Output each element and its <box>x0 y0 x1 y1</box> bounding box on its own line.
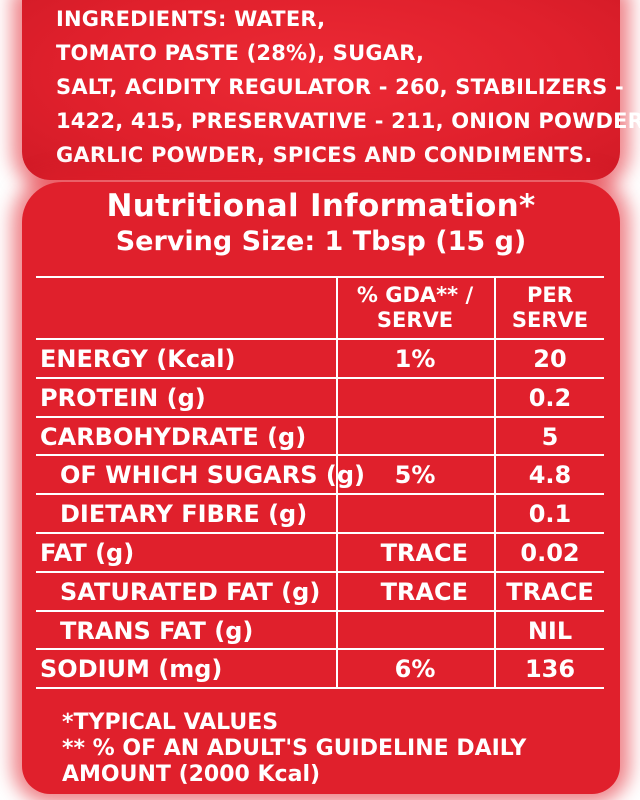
gda-header-line2: SERVE <box>376 308 454 332</box>
per-serve-value: 20 <box>533 345 567 373</box>
per-serve-value: TRACE <box>506 577 594 606</box>
per-serve-value: 136 <box>524 655 576 684</box>
per-serve-value: 4.8 <box>528 461 572 490</box>
nutrient-row-trans-fat: TRANS FAT (g) NIL <box>36 612 604 651</box>
gda-value: TRACE <box>380 538 468 567</box>
nutrient-label: OF WHICH SUGARS (g) <box>60 461 365 490</box>
footnote: ** % OF AN ADULT'S GUIDELINE DAILY <box>62 736 527 761</box>
per-serve-value: 0.02 <box>520 538 580 567</box>
nutrient-row-fat: FAT (g) TRACE 0.02 <box>36 534 604 573</box>
footnotes: *TYPICAL VALUES ** % OF AN ADULT'S GUIDE… <box>62 710 602 788</box>
gda-value: 6% <box>394 655 436 684</box>
per-serve-value: 0.2 <box>528 383 572 412</box>
nutrition-panel: Nutritional Information* Serving Size: 1… <box>22 182 620 794</box>
nutrient-label: CARBOHYDRATE (g) <box>40 422 307 451</box>
per-serve-value: 5 <box>541 422 559 451</box>
nutrient-label: SATURATED FAT (g) <box>60 577 321 606</box>
nutrient-label: ENERGY (Kcal) <box>40 345 236 373</box>
nutrient-row-dietary-fibre: DIETARY FIBRE (g) 0.1 <box>36 495 604 534</box>
per-serve-value: 0.1 <box>528 500 572 529</box>
nutrition-title: Nutritional Information* <box>106 188 536 224</box>
column-divider <box>494 278 496 690</box>
gda-column-header: % GDA** / SERVE <box>336 283 494 333</box>
gda-value: TRACE <box>380 577 468 606</box>
nutrient-row-carbohydrate: CARBOHYDRATE (g) 5 <box>36 418 604 457</box>
ingredients-line: GARLIC POWDER, SPICES AND CONDIMENTS. <box>56 143 593 167</box>
gda-value: 1% <box>394 345 436 373</box>
gda-value: 5% <box>394 461 436 490</box>
footnote: *TYPICAL VALUES <box>62 710 279 735</box>
nutrient-row-energy: ENERGY (Kcal) 1% 20 <box>36 340 604 379</box>
ingredients-line: INGREDIENTS: WATER, <box>56 7 326 31</box>
gda-header-line1: % GDA** / <box>356 283 474 307</box>
footnote: AMOUNT (2000 Kcal) <box>62 762 321 787</box>
nutrient-row-sugars: OF WHICH SUGARS (g) 5% 4.8 <box>36 456 604 496</box>
ingredients-block: INGREDIENTS: WATER, TOMATO PASTE (28%), … <box>22 0 640 180</box>
nutrient-row-sodium: SODIUM (mg) 6% 136 <box>36 650 604 690</box>
nutrient-label: PROTEIN (g) <box>40 383 206 412</box>
per-serve-column-header: PER SERVE <box>496 283 604 333</box>
nutrient-label: FAT (g) <box>40 538 135 567</box>
nutrient-row-saturated-fat: SATURATED FAT (g) TRACE TRACE <box>36 573 604 612</box>
nutrition-table: % GDA** / SERVE PER SERVE ENERGY (Kcal) … <box>36 276 604 690</box>
nutrient-label: TRANS FAT (g) <box>60 616 254 645</box>
nutrient-label: SODIUM (mg) <box>40 655 223 684</box>
table-header: % GDA** / SERVE PER SERVE <box>36 278 604 340</box>
ingredients-line: 1422, 415, PRESERVATIVE - 211, ONION POW… <box>56 109 640 133</box>
per-header-line1: PER <box>527 283 573 307</box>
per-header-line2: SERVE <box>511 308 589 332</box>
column-divider <box>336 278 338 690</box>
ingredients-line: SALT, ACIDITY REGULATOR - 260, STABILIZE… <box>56 75 624 99</box>
serving-size: Serving Size: 1 Tbsp (15 g) <box>115 226 527 257</box>
per-serve-value: NIL <box>527 616 573 645</box>
nutrient-label: DIETARY FIBRE (g) <box>60 500 308 529</box>
nutrient-row-protein: PROTEIN (g) 0.2 <box>36 379 604 418</box>
ingredients-line: TOMATO PASTE (28%), SUGAR, <box>56 41 425 65</box>
